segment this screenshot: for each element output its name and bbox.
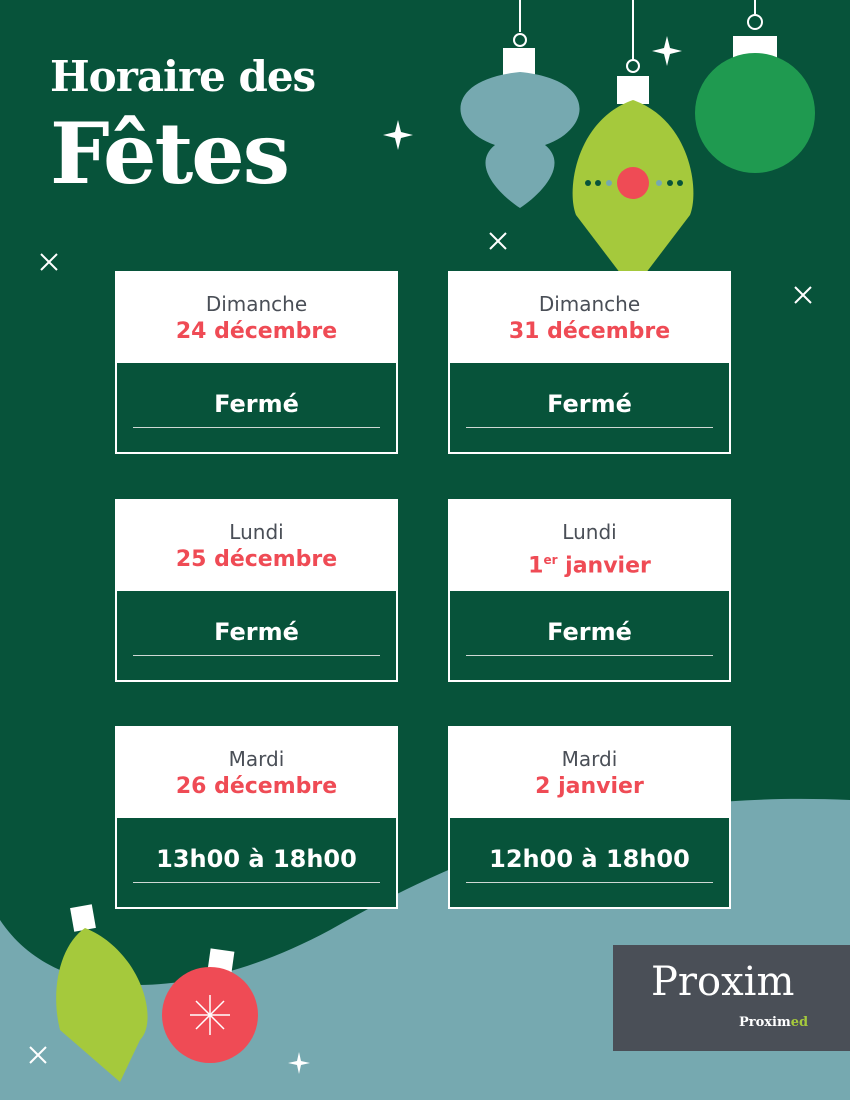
schedule-card: Lundi 1er janvier Fermé <box>448 499 731 682</box>
day-label: Lundi <box>562 520 617 544</box>
lime-ornament-bottom-icon <box>56 904 148 1082</box>
sparkle-icons <box>288 36 682 1074</box>
hours-label: Fermé <box>547 618 632 646</box>
date-label: 26 décembre <box>175 774 338 799</box>
striped-ornament-icon <box>460 0 580 208</box>
lime-ornament-icon <box>572 0 694 290</box>
date-month: janvier <box>557 553 651 579</box>
divider <box>133 882 380 883</box>
day-label: Mardi <box>228 747 285 771</box>
date-ordinal: er <box>543 553 558 567</box>
day-label: Dimanche <box>205 292 308 316</box>
divider <box>466 655 713 656</box>
title-line-2: Fêtes <box>50 104 290 203</box>
logo-sub: Proximed <box>739 1015 808 1030</box>
schedule-card: Lundi 25 décembre Fermé <box>115 499 398 682</box>
divider <box>133 655 380 656</box>
hours-label: Fermé <box>214 618 299 646</box>
date-label: 25 décembre <box>175 547 338 572</box>
hours-label: Fermé <box>547 390 632 418</box>
x-sparkle-icons <box>29 232 812 1064</box>
date-label: 1er janvier <box>450 545 729 581</box>
schedule-card: Dimanche 31 décembre Fermé <box>448 271 731 454</box>
divider <box>466 882 713 883</box>
schedule-card: Mardi 2 janvier 12h00 à 18h00 <box>448 726 731 909</box>
schedule-card: Dimanche 24 décembre Fermé <box>115 271 398 454</box>
date-label: 2 janvier <box>535 774 644 799</box>
proxim-logo: Proxim Proximed <box>613 945 850 1051</box>
title-line-1: Horaire des <box>50 52 316 101</box>
date-number: 1 <box>528 553 544 579</box>
day-label: Mardi <box>561 747 618 771</box>
hours-label: Fermé <box>214 390 299 418</box>
checkered-ornament-icon <box>695 0 815 173</box>
red-ornament-icon <box>162 948 258 1063</box>
hours-label: 13h00 à 18h00 <box>156 845 357 873</box>
day-label: Dimanche <box>538 292 641 316</box>
hours-label: 12h00 à 18h00 <box>489 845 690 873</box>
divider <box>133 427 380 428</box>
date-label: 24 décembre <box>175 319 338 344</box>
logo-sub-b: ed <box>790 1015 809 1030</box>
schedule-card: Mardi 26 décembre 13h00 à 18h00 <box>115 726 398 909</box>
day-label: Lundi <box>229 520 284 544</box>
logo-sub-a: Proxim <box>739 1015 791 1030</box>
logo-main: Proxim <box>651 959 795 1005</box>
divider <box>466 427 713 428</box>
date-label: 31 décembre <box>508 319 671 344</box>
